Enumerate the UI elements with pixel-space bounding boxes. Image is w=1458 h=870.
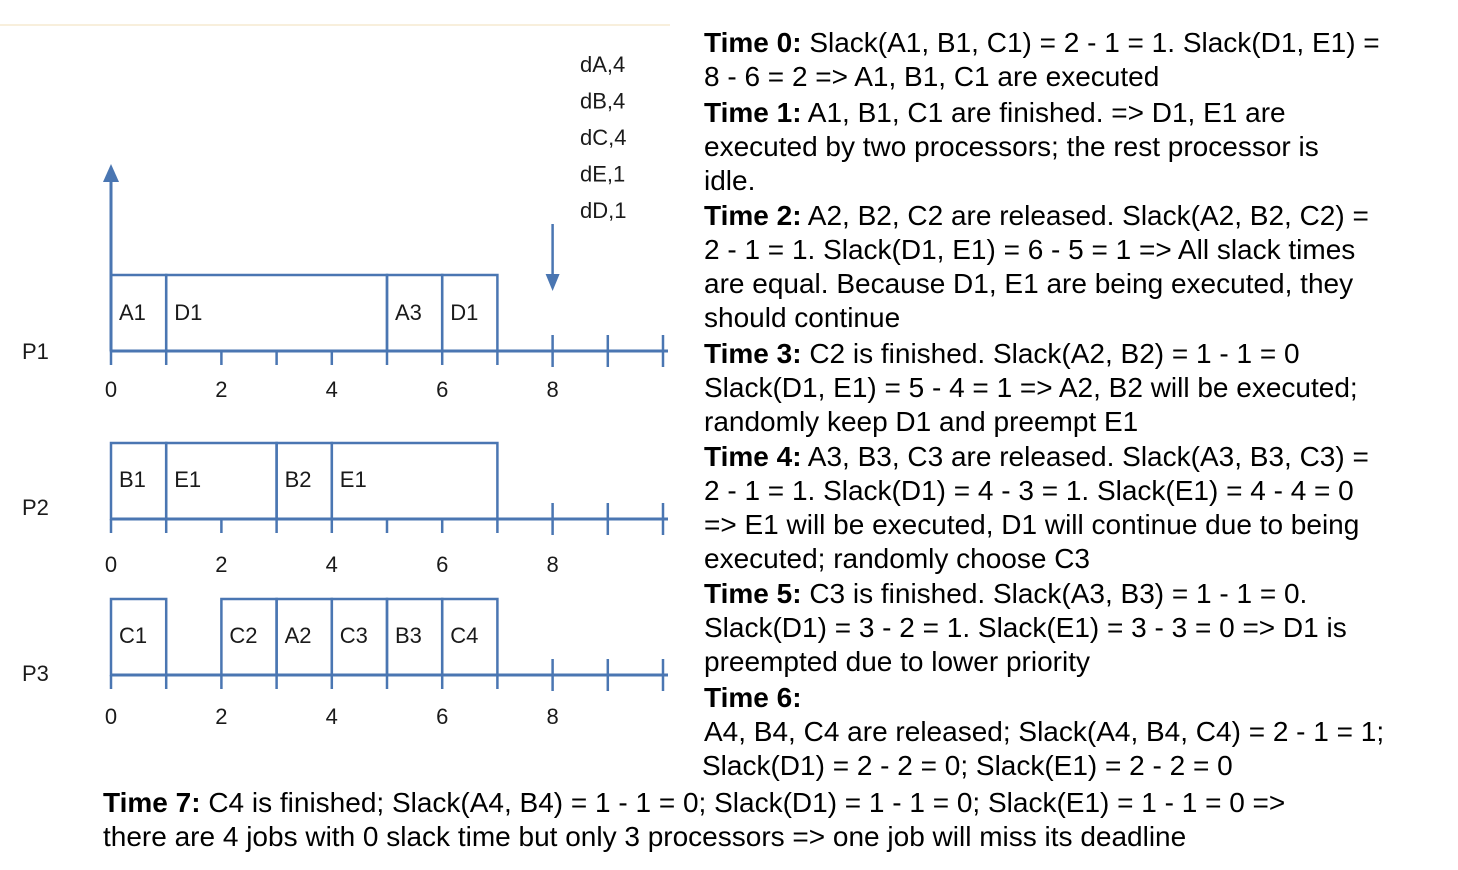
explanation-text-line: C2 is finished. Slack(A2, B2) = 1 - 1 = … xyxy=(809,338,1300,369)
tick-label: 6 xyxy=(436,552,448,577)
job-label: B3 xyxy=(395,623,422,648)
explanation-text-line: Slack(D1) = 3 - 2 = 1. Slack(E1) = 3 - 3… xyxy=(704,612,1347,643)
time-label: Time 5: xyxy=(704,578,802,609)
deadline-label: dB,4 xyxy=(580,89,625,114)
down-arrow-icon xyxy=(545,274,560,291)
explanation-text-line: A3, B3, C3 are released. Slack(A3, B3, C… xyxy=(807,441,1369,472)
job-label: E1 xyxy=(340,467,367,492)
tick-label: 4 xyxy=(326,552,338,577)
job-label: C1 xyxy=(119,623,147,648)
job-label: B1 xyxy=(119,467,146,492)
tick-label: 4 xyxy=(326,704,338,729)
tick-label: 6 xyxy=(436,704,448,729)
deadline-label: dE,1 xyxy=(580,162,625,187)
explanation-text-line: C3 is finished. Slack(A3, B3) = 1 - 1 = … xyxy=(809,578,1308,609)
job-label: B2 xyxy=(285,467,312,492)
job-label: A2 xyxy=(285,623,312,648)
explanation-line-2-first: Time 2: A2, B2, C2 are released. Slack(A… xyxy=(704,199,1369,233)
explanation-line-0-first: Time 0: Slack(A1, B1, C1) = 2 - 1 = 1. S… xyxy=(704,26,1380,60)
explanation-text-line: idle. xyxy=(704,165,756,196)
explanation-text-line: A4, B4, C4 are released; Slack(A4, B4, C… xyxy=(704,716,1385,747)
explanation-text-line: 8 - 6 = 2 => A1, B1, C1 are executed xyxy=(704,61,1160,92)
job-label: A1 xyxy=(119,300,146,325)
job-block xyxy=(440,597,499,677)
job-label: A3 xyxy=(395,300,422,325)
tick-label: 2 xyxy=(215,552,227,577)
time-7-text: C4 is finished; Slack(A4, B4) = 1 - 1 = … xyxy=(208,787,1286,818)
tick-label: 0 xyxy=(105,552,117,577)
time-label: Time 4: xyxy=(704,441,802,472)
explanation-text-line: A1, B1, C1 are finished. => D1, E1 are xyxy=(807,97,1286,128)
explanation-text-line: Slack(A1, B1, C1) = 2 - 1 = 1. Slack(D1,… xyxy=(809,27,1380,58)
job-label: C4 xyxy=(450,623,478,648)
tick-label: 8 xyxy=(546,377,558,402)
tick-label: 6 xyxy=(436,377,448,402)
explanation-text-line: 2 - 1 = 1. Slack(D1) = 4 - 3 = 1. Slack(… xyxy=(704,475,1354,506)
explanation-text-line: => E1 will be executed, D1 will continue… xyxy=(704,509,1360,540)
time-label: Time 0: xyxy=(704,27,802,58)
processor-label: P3 xyxy=(22,661,49,686)
processor-label: P1 xyxy=(22,339,49,364)
tick-label: 2 xyxy=(215,377,227,402)
job-label: D1 xyxy=(174,300,202,325)
deadline-label: dD,1 xyxy=(580,198,626,223)
tick-label: 8 xyxy=(546,704,558,729)
job-label: C2 xyxy=(229,623,257,648)
time-7-label: Time 7: xyxy=(103,787,201,818)
time-label: Time 6: xyxy=(704,682,802,713)
time-7-line-1: Time 7: C4 is finished; Slack(A4, B4) = … xyxy=(103,786,1285,820)
explanation-text-line: Slack(D1) = 2 - 2 = 0; Slack(E1) = 2 - 2… xyxy=(702,750,1233,781)
explanation-line-3-first: Time 3: C2 is finished. Slack(A2, B2) = … xyxy=(704,337,1300,371)
explanation-text-line: preempted due to lower priority xyxy=(704,646,1090,677)
tick-label: 4 xyxy=(326,377,338,402)
processor-label: P2 xyxy=(22,495,49,520)
time-label: Time 3: xyxy=(704,338,802,369)
tick-label: 0 xyxy=(105,704,117,729)
job-block xyxy=(330,441,499,521)
explanation-text-line: are equal. Because D1, E1 are being exec… xyxy=(704,268,1354,299)
explanation-line-1-first: Time 1: A1, B1, C1 are finished. => D1, … xyxy=(704,96,1286,130)
time-label: Time 2: xyxy=(704,200,802,231)
explanation-text-line: should continue xyxy=(704,302,901,333)
explanation-text-line: A2, B2, C2 are released. Slack(A2, B2, C… xyxy=(807,200,1369,231)
job-block xyxy=(109,597,168,677)
job-label: D1 xyxy=(450,300,478,325)
explanation-line-6-first: Time 6: xyxy=(704,681,802,715)
explanation-text-line: executed by two processors; the rest pro… xyxy=(704,131,1319,162)
deadline-label: dC,4 xyxy=(580,125,626,150)
deadline-label: dA,4 xyxy=(580,52,625,77)
job-label: E1 xyxy=(174,467,201,492)
explanation-line-4-first: Time 4: A3, B3, C3 are released. Slack(A… xyxy=(704,440,1369,474)
job-block xyxy=(440,273,499,353)
time-7-line-2: there are 4 jobs with 0 slack time but o… xyxy=(103,821,1187,852)
explanation-text-line: executed; randomly choose C3 xyxy=(704,543,1090,574)
time-label: Time 1: xyxy=(704,97,802,128)
tick-label: 2 xyxy=(215,704,227,729)
up-arrow-icon xyxy=(103,164,119,182)
schedule-diagram: dA,4 dB,4 dC,4 dE,1 dD,1 P1 0 2 4 6 8 A1 D1 A3 D1 P2 0 2 4… xyxy=(0,24,670,729)
explanation-text-line: randomly keep D1 and preempt E1 xyxy=(704,406,1139,437)
tick-label: 0 xyxy=(105,377,117,402)
explanation-text-line: Slack(D1, E1) = 5 - 4 = 1 => A2, B2 will… xyxy=(704,372,1358,403)
tick-label: 8 xyxy=(546,552,558,577)
job-label: C3 xyxy=(340,623,368,648)
explanation-line-5-first: Time 5: C3 is finished. Slack(A3, B3) = … xyxy=(704,577,1307,611)
explanation-text-line: 2 - 1 = 1. Slack(D1, E1) = 6 - 5 = 1 => … xyxy=(704,234,1356,265)
